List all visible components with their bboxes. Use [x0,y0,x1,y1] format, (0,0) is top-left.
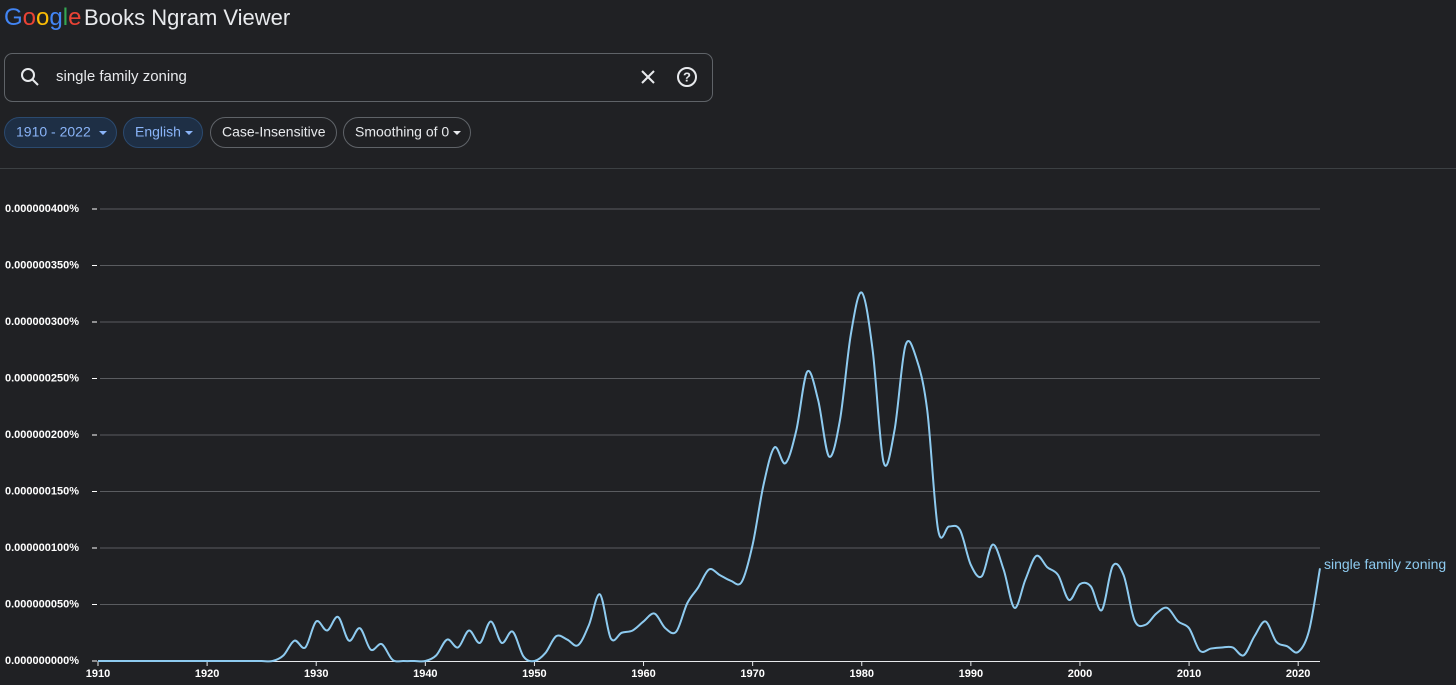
x-tick-label: 1910 [86,668,110,680]
svg-text:?: ? [683,69,691,84]
chip[interactable]: 1910 - 2022 [4,117,117,148]
series-line [98,291,1321,663]
x-tick-label: 1980 [850,668,874,680]
chip[interactable]: English [123,117,203,148]
x-tick-label: 2020 [1286,668,1310,680]
chip-label: Case-Insensitive [222,124,326,140]
chip-caret [185,131,193,135]
x-tick-label: 1990 [959,668,983,680]
y-tick-label: 0.000000250% [5,372,79,384]
chip-bg [210,117,337,148]
chip-bg [123,117,203,148]
chip-bg [343,117,471,148]
x-tick-label: 1960 [631,668,655,680]
search-query[interactable]: single family zoning [56,68,187,85]
app-title: Books Ngram Viewer [84,5,290,30]
x-tick-label: 1930 [304,668,328,680]
clear-button[interactable] [641,70,655,84]
chip-bar: 1910 - 2022 English Case-Insensitive Smooth… [4,117,471,148]
chip-label: English [135,124,181,140]
y-tick-label: 0.000000100% [5,542,79,554]
chip-label: 1910 - 2022 [16,124,91,140]
y-tick-label: 0.000000300% [5,316,79,328]
chip[interactable]: Case-Insensitive [210,117,337,148]
y-tick-label: 0.000000350% [5,259,79,271]
x-tick-label: 1920 [195,668,219,680]
chip-caret [453,131,461,135]
help-button[interactable]: ? [677,67,697,87]
x-tick-label: 2010 [1177,668,1201,680]
y-tick-label: 0.000000150% [5,485,79,497]
x-tick-label: 2000 [1068,668,1092,680]
search-box[interactable] [4,53,713,102]
search-icon [21,68,39,86]
google-logo[interactable]: Google [4,4,81,31]
y-tick-label: 0.000000050% [5,598,79,610]
x-tick-label: 1970 [740,668,764,680]
y-tick-label: 0.000000000% [5,655,79,667]
x-tick-label: 1940 [413,668,437,680]
y-tick-label: 0.000000400% [5,203,79,215]
series-label[interactable]: single family zoning [1324,556,1446,572]
x-tick-label: 1950 [522,668,546,680]
chip-label: Smoothing of 0 [355,124,449,140]
y-tick-label: 0.000000200% [5,429,79,441]
chip-bg [4,117,117,148]
chip[interactable]: Smoothing of 0 [343,117,471,148]
chip-caret [99,131,107,135]
